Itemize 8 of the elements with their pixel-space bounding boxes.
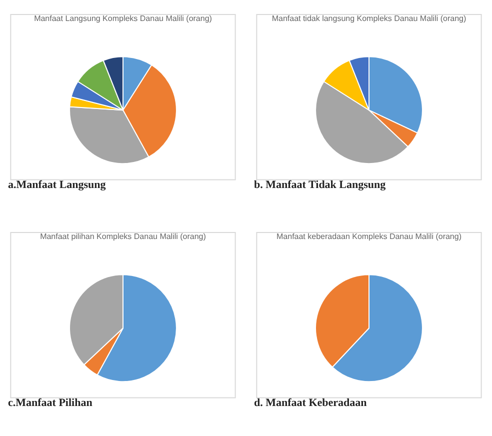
text: d. Manfaat Keberadaan <box>254 397 367 409</box>
chart-title: Manfaat Langsung Kompleks Danau Malili (orang) <box>34 14 212 23</box>
text: c.Manfaat Pilihan <box>8 397 92 409</box>
text: a.Manfaat Langsung <box>8 179 106 191</box>
chart-title: Manfaat tidak langsung Kompleks Danau Malili (orang) <box>272 14 466 23</box>
chart-title: Manfaat keberadaan Kompleks Danau Malili (orang) <box>276 232 462 241</box>
text: b. Manfaat Tidak Langsung <box>254 179 386 191</box>
chart-title: Manfaat pilihan Kompleks Danau Malili (orang) <box>40 232 206 241</box>
